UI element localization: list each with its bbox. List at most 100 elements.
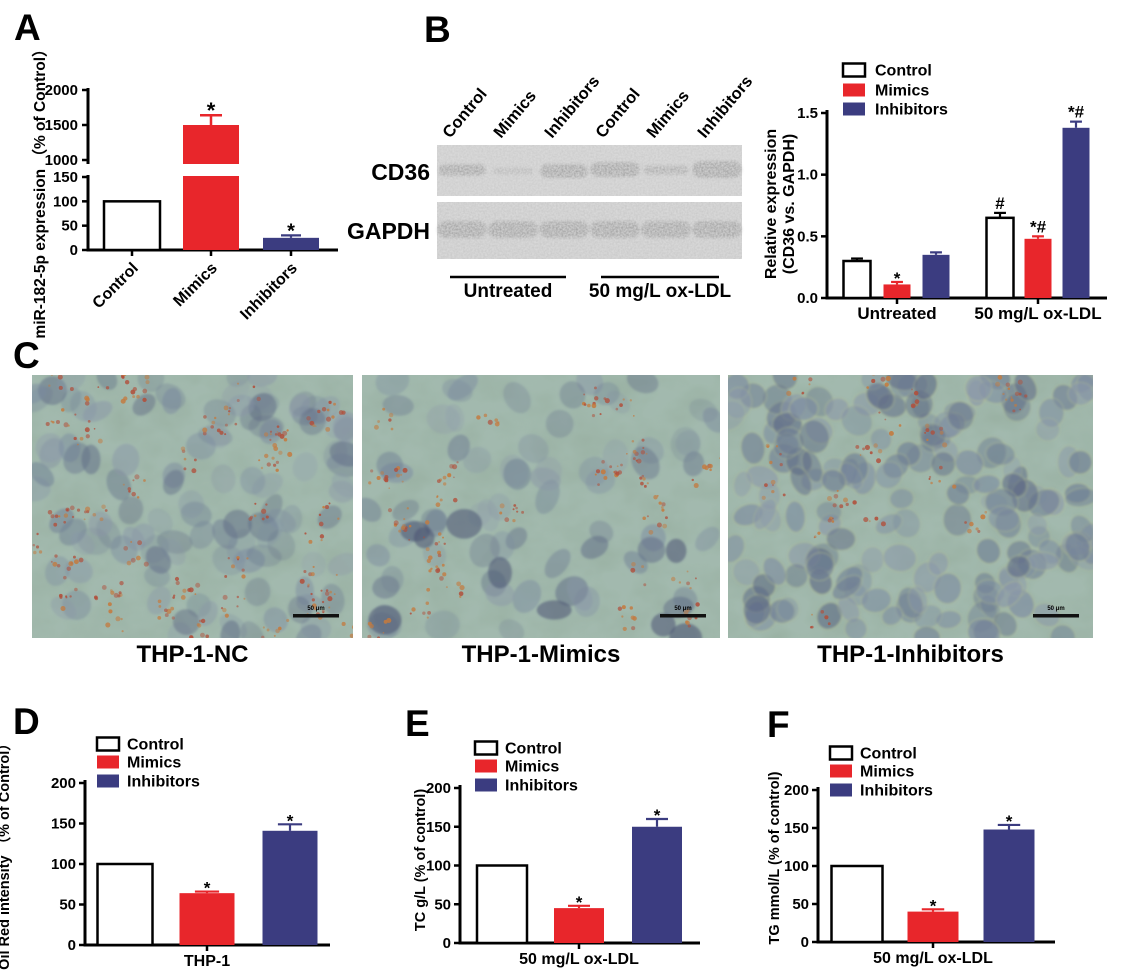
droplet: [770, 479, 776, 485]
y-tick-label: 1000: [45, 152, 78, 169]
cell: [775, 426, 805, 456]
blot-band: [693, 162, 741, 177]
y-tick-label: 100: [53, 193, 78, 210]
droplet: [53, 522, 58, 527]
droplet: [69, 595, 72, 598]
micrograph-caption: THP-1-Mimics: [462, 641, 621, 668]
cell: [987, 505, 1021, 533]
droplet: [170, 606, 175, 611]
droplet: [202, 431, 207, 436]
droplet: [322, 505, 325, 509]
droplet: [164, 613, 169, 618]
droplet: [382, 631, 385, 634]
cell: [381, 566, 404, 593]
droplet: [886, 366, 888, 368]
cell: [784, 500, 807, 534]
legend-swatch-mimics: [843, 83, 865, 97]
droplet: [110, 590, 115, 595]
cell: [220, 620, 241, 638]
droplet: [884, 382, 889, 387]
droplet: [631, 561, 636, 567]
scale-bar-label: 50 μm: [1047, 606, 1064, 612]
cell: [752, 498, 778, 531]
cell: [503, 458, 531, 490]
droplet: [236, 595, 240, 599]
droplet: [325, 426, 331, 432]
legend-label: Inhibitors: [505, 778, 578, 795]
droplet: [50, 375, 53, 376]
droplet: [831, 520, 835, 523]
droplet: [113, 592, 119, 598]
droplet: [629, 606, 633, 610]
significance-mark: *: [894, 269, 901, 288]
droplet: [145, 380, 150, 385]
droplet: [512, 508, 515, 511]
droplet: [426, 587, 431, 592]
panel-e-label: E: [405, 703, 430, 744]
droplet: [817, 531, 821, 535]
bar-mimics-lower: [183, 176, 239, 250]
dark-cell: [487, 556, 512, 589]
bar-inhibitors: [263, 237, 319, 250]
droplet: [119, 580, 124, 586]
droplet: [658, 501, 662, 505]
lipid-droplets: [367, 386, 727, 638]
droplet: [200, 632, 205, 638]
cell: [106, 469, 132, 501]
droplet: [327, 596, 333, 602]
blot-strip-gapdh: [437, 202, 742, 259]
droplet: [928, 475, 932, 479]
cell: [498, 619, 525, 638]
droplet: [820, 610, 825, 614]
significance-star: *: [207, 98, 216, 123]
droplet: [425, 547, 430, 552]
droplet: [725, 468, 727, 470]
blot-band: [591, 222, 639, 237]
droplet: [128, 490, 131, 493]
cell: [742, 593, 772, 625]
cell: [559, 381, 586, 409]
droplet: [512, 518, 516, 523]
droplet: [58, 515, 61, 518]
droplet: [368, 481, 372, 485]
droplet: [50, 560, 53, 563]
droplet: [516, 510, 519, 513]
droplet: [642, 516, 646, 521]
droplet: [321, 609, 325, 613]
droplet: [499, 503, 505, 509]
droplet: [236, 382, 240, 385]
droplet: [61, 408, 65, 412]
droplet: [591, 414, 596, 418]
droplet: [442, 572, 447, 577]
droplet: [426, 558, 431, 563]
droplet: [873, 443, 878, 448]
droplet: [615, 407, 619, 411]
droplet: [459, 595, 462, 598]
y-axis-title: TC g/L (% of control): [413, 789, 429, 931]
droplet: [708, 463, 713, 469]
droplet: [328, 400, 332, 405]
droplet: [437, 532, 442, 536]
droplet: [631, 626, 636, 631]
droplet: [709, 468, 712, 472]
legend-label: Inhibitors: [127, 774, 200, 791]
droplet: [687, 624, 691, 628]
significance-mark: *: [287, 811, 294, 830]
droplet: [357, 616, 359, 618]
droplet: [425, 601, 430, 606]
droplet: [183, 467, 187, 471]
legend-label: Control: [875, 63, 932, 80]
droplet: [224, 575, 228, 578]
droplet: [261, 635, 265, 638]
cell: [317, 505, 342, 529]
micrograph-caption: THP-1-NC: [137, 641, 249, 668]
droplet: [299, 578, 305, 584]
cell: [447, 434, 470, 462]
cell: [913, 375, 938, 401]
droplet: [885, 375, 891, 382]
droplet: [282, 430, 288, 436]
lipid-droplets: [761, 366, 1028, 629]
droplet: [724, 472, 727, 475]
